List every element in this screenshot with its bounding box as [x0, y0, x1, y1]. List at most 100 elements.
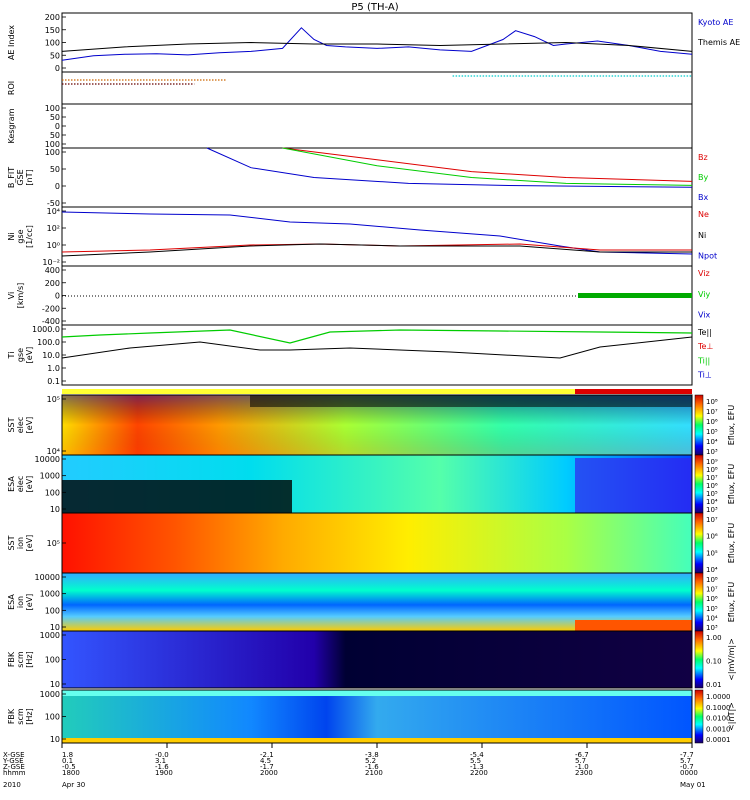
ytick-esa_i-1: 1000: [40, 590, 60, 599]
esa-elec-blue-region: [575, 458, 692, 513]
ephem-cell-4-0: -5.4: [470, 751, 484, 759]
ephem-cell-0-3: 1800: [62, 769, 80, 777]
ephem-row-label-0: X-GSE: [3, 751, 25, 759]
colorbar-sst-elec: [694, 394, 704, 456]
ephem-cell-6-0: -7.7: [680, 751, 694, 759]
ytick-sst_e-0: 10⁵: [47, 395, 60, 404]
ephem-cell-3-2: -1.6: [365, 763, 379, 771]
ylabel-fbk_b-0: FBK: [7, 708, 16, 724]
ytick-ae-0: 200: [45, 13, 60, 22]
ylabel-esa_e-0: ESA: [7, 476, 16, 492]
ytick-ae-4: 0: [55, 64, 60, 73]
series-line-ae-0: [61, 27, 693, 61]
colorbar-esa-ion: [694, 572, 704, 632]
cbar-tick-fbk_b-4: 0.0001: [706, 736, 731, 744]
ylabel-sst_e-1: elec: [16, 417, 25, 433]
legend-vi-1: Viy: [698, 290, 711, 299]
ephem-cell-5-1: 5.7: [575, 757, 586, 765]
cbar-tick-esa_i-3: 10⁵: [706, 605, 718, 613]
cbar-tick-esa_i-5: 10³: [706, 624, 718, 632]
ni-trace-blue: [61, 211, 693, 255]
fbk-b-top-band: [62, 690, 692, 696]
ylabel-sst_i-2: [eV]: [25, 535, 34, 552]
ylabel-esa_i-0: ESA: [7, 594, 16, 610]
ephem-cell-1-1: 3.1: [155, 757, 166, 765]
cbar-tick-esa_e-2: 10⁷: [706, 474, 718, 482]
ylabel-esa_e-2: [eV]: [25, 476, 34, 493]
cbar-label-fbk_e: <|mV/m|>: [727, 638, 736, 681]
ephem-cell-6-3: 0000: [680, 769, 698, 777]
cbar-label-sst_e: Eflux, EFU: [727, 405, 736, 446]
ylabel-fbk_b-1: scm: [16, 708, 25, 725]
panel-roi: ROI: [7, 71, 693, 105]
ylabel-esa_e-1: elec: [16, 476, 25, 492]
cbar-tick-esa_e-1: 10⁸: [706, 466, 718, 474]
ephem-cell-5-0: -6.7: [575, 751, 589, 759]
ytick-ni-1: 10²: [47, 224, 60, 233]
ytick-ae-1: 150: [45, 26, 60, 35]
colorbar-esa-elec: [694, 454, 704, 514]
cbar-tick-fbk_b-3: 0.0010: [706, 725, 731, 733]
ephem-cell-3-3: 2100: [365, 769, 383, 777]
cbar-tick-esa_e-3: 10⁶: [706, 482, 718, 490]
cbar-tick-esa_e-0: 10⁹: [706, 458, 718, 466]
panel-frame-bfit: [61, 147, 693, 208]
ytick-ni-2: 10⁰: [47, 241, 60, 250]
cbar-tick-fbk_b-0: 1.0000: [706, 693, 731, 701]
cbar-tick-sst_i-0: 10⁷: [706, 516, 718, 524]
legend-ni-2: Npot: [698, 252, 717, 261]
cbar-tick-fbk_e-0: 1.00: [706, 634, 722, 642]
ytick-fbk_e-2: 10: [50, 680, 60, 689]
legend-bfit-2: Bx: [698, 193, 708, 202]
ephem-cell-4-3: 2200: [470, 769, 488, 777]
ylabel-esa_i-2: [eV]: [25, 594, 34, 611]
ytick-vi-2: 0: [55, 292, 60, 301]
ytick-kesgram-1: 50: [50, 113, 60, 122]
ylabel-ni-0: Ni: [7, 232, 16, 240]
ytick-esa_e-0: 10000: [35, 455, 60, 464]
ephem-cell-2-1: 4.5: [260, 757, 271, 765]
ytick-ti-1: 100.0: [37, 338, 60, 347]
ephem-cell-6-1: 5.7: [680, 757, 691, 765]
cbar-tick-esa_e-4: 10⁵: [706, 490, 718, 498]
panel-frame-ni: [61, 206, 693, 267]
ytick-esa_e-1: 1000: [40, 472, 60, 481]
ylabel-sst_e-2: [eV]: [25, 417, 34, 434]
ephem-cell-6-2: -0.7: [680, 763, 694, 771]
ephem-cell-5-3: 2300: [575, 769, 593, 777]
cbar-tick-sst_e-2: 10⁶: [706, 418, 718, 426]
panel-fbk_e: FBK scm [Hz] 1000 100 10 <|mV/m|> 1.00 0.10 0.01: [7, 630, 736, 689]
panel-bfit: B_FIT GSE [nT] 100 50 0 -50 Bz By Bx: [7, 147, 708, 208]
quality-flag-yellow: [62, 389, 575, 394]
ylabel-ni-2: [1/cc]: [25, 225, 34, 248]
cbar-tick-fbk_e-2: 0.01: [706, 681, 722, 689]
colorbar-fbk-e: [694, 630, 704, 689]
ytick-bfit-1: 50: [50, 165, 60, 174]
ylabel-vi-0: Vi: [7, 292, 16, 300]
cbar-tick-fbk_b-2: 0.0100: [706, 715, 731, 723]
panel-ti: Ti gse [eV] 1000.0 100.0 10.0 1.0 0.1 Te|| Te⊥ Ti|…: [7, 324, 713, 386]
ylabel-sst_i-0: SST: [7, 535, 16, 550]
cbar-tick-esa_i-4: 10⁴: [706, 614, 718, 622]
ephem-date-0: Apr 30: [62, 781, 85, 789]
ephem-cell-4-2: -1.3: [470, 763, 484, 771]
ephem-cell-0-0: 1.8: [62, 751, 73, 759]
ytick-fbk_e-0: 1000: [40, 631, 60, 640]
ytick-vi-4: -400: [42, 317, 60, 326]
ytick-kesgram-4: 100: [45, 140, 60, 149]
ytick-ti-3: 1.0: [47, 364, 60, 373]
ytick-bfit-2: 0: [55, 182, 60, 191]
colorbars: [694, 394, 704, 744]
cbar-label-esa_e: Eflux, EFU: [727, 464, 736, 505]
ephem-cell-0-2: -0.5: [62, 763, 76, 771]
panel-frame-ae: [61, 12, 693, 73]
colorbar-sst-ion: [694, 512, 704, 574]
cbar-tick-fbk_e-1: 0.10: [706, 658, 722, 666]
ephem-row-label-3: hhmm: [3, 769, 26, 777]
series-line-bfit-2: [206, 147, 693, 188]
legend-ae-0: Kyoto AE: [698, 18, 733, 27]
ylabel-ni-1: gse: [16, 229, 25, 243]
